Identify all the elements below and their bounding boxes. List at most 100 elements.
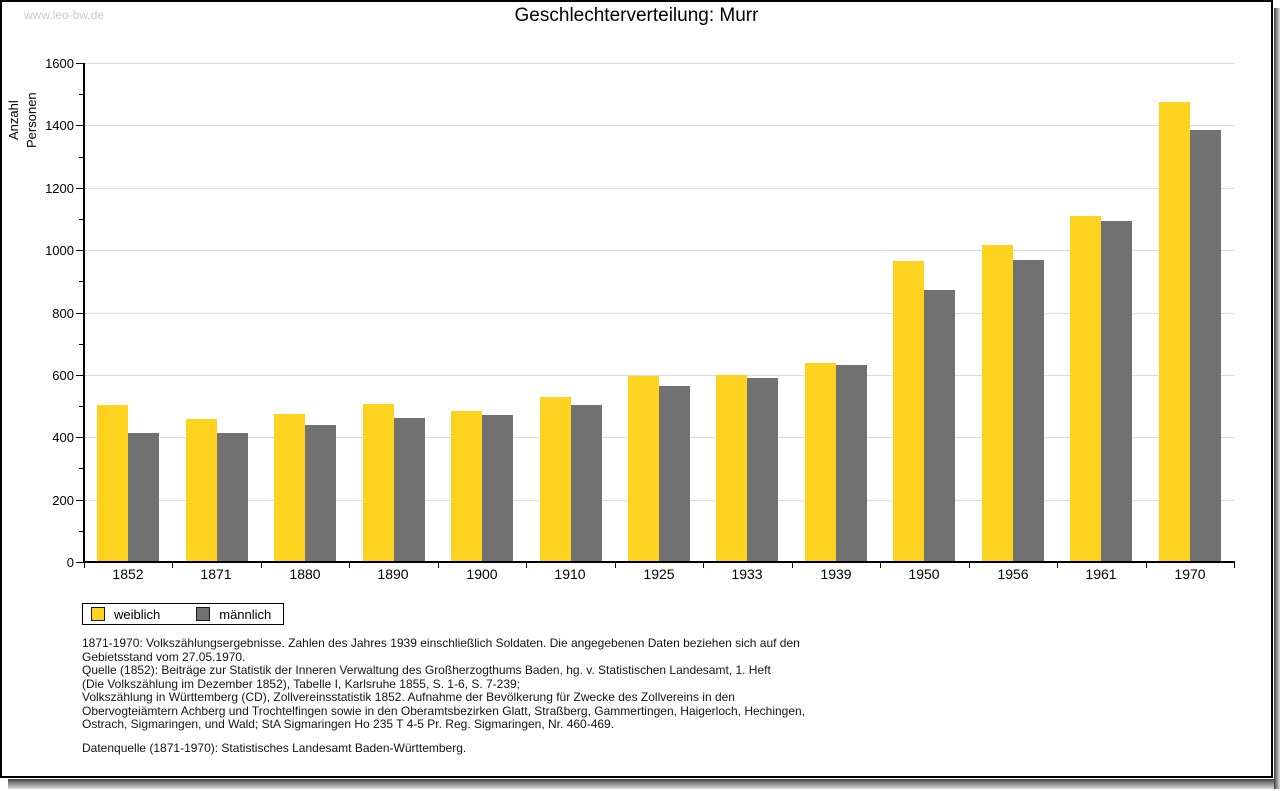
x-tick-label: 1933 <box>731 566 763 582</box>
bar-maennlich-1890 <box>394 418 425 562</box>
bar-maennlich-1925 <box>659 386 690 562</box>
legend-swatch-weiblich-icon <box>91 607 105 621</box>
y-axis-tick <box>79 468 84 469</box>
y-axis-tick <box>79 157 84 158</box>
legend-label-maennlich: männlich <box>219 606 272 622</box>
y-axis-tick <box>79 94 84 95</box>
y-axis-tick <box>79 344 84 345</box>
legend-item-weiblich: weiblich <box>91 607 160 622</box>
y-axis-tick <box>76 250 84 251</box>
x-tick-label: 1910 <box>554 566 586 582</box>
gridline <box>84 125 1234 126</box>
y-axis-tick <box>76 125 84 126</box>
y-tick-label: 1400 <box>45 118 74 133</box>
y-tick-label: 1600 <box>45 56 74 71</box>
x-tick-label: 1871 <box>200 566 232 582</box>
legend: weiblich männlich <box>82 603 285 625</box>
chart-title: Geschlechterverteilung: Murr <box>514 5 759 26</box>
y-axis-tick <box>76 188 84 189</box>
y-tick-label: 1200 <box>45 181 74 196</box>
x-tick-label: 1852 <box>112 566 144 582</box>
x-tick-label: 1900 <box>466 566 498 582</box>
x-tick-label: 1880 <box>289 566 321 582</box>
gridline <box>84 188 1234 189</box>
bar-maennlich-1933 <box>747 378 778 562</box>
x-axis-tick <box>792 562 793 568</box>
bar-maennlich-1956 <box>1013 260 1044 562</box>
bar-maennlich-1961 <box>1101 221 1132 562</box>
footnote-line: Obervogteiämtern Achberg und Trochtelfin… <box>82 703 806 718</box>
plot-area: 0 200 400 600 800 1000 1200 1400 1600 1852 1871 188… <box>2 2 1271 776</box>
y-axis-line <box>83 63 85 563</box>
x-axis-tick <box>261 562 262 568</box>
y-tick-label: 400 <box>52 430 74 445</box>
x-axis-tick <box>172 562 173 568</box>
watermark-text: www.leo-bw.de <box>24 8 105 22</box>
x-axis-tick <box>84 562 85 568</box>
footnote-line: 1871-1970: Volkszählungsergebnisse. Zahl… <box>82 636 800 650</box>
y-axis-tick <box>79 531 84 532</box>
gridline <box>84 63 1234 64</box>
x-axis-tick <box>1234 562 1235 568</box>
bar-maennlich-1880 <box>305 425 336 562</box>
chart-frame: www.leo-bw.de Geschlechterverteilung: Mu… <box>0 0 1273 778</box>
x-tick-label: 1970 <box>1174 566 1206 582</box>
footnote-line: Quelle (1852): Beiträge zur Statistik de… <box>82 663 771 677</box>
x-tick-label: 1956 <box>997 566 1029 582</box>
y-axis-tick <box>79 406 84 407</box>
y-axis-tick <box>79 281 84 282</box>
bar-weiblich-1890 <box>363 404 394 562</box>
footnotes-block: 1871-1970: Volkszählungsergebnisse. Zahl… <box>82 636 806 755</box>
bar-maennlich-1900 <box>482 415 513 562</box>
x-axis-tick <box>880 562 881 568</box>
y-axis-tick <box>76 562 84 563</box>
bar-maennlich-1910 <box>571 405 602 562</box>
bar-maennlich-1939 <box>836 365 867 562</box>
x-axis-tick <box>438 562 439 568</box>
bar-weiblich-1950 <box>893 261 924 562</box>
legend-swatch-maennlich-icon <box>196 607 211 621</box>
x-axis-tick <box>615 562 616 568</box>
bar-weiblich-1852 <box>97 405 128 562</box>
bar-weiblich-1925 <box>628 376 659 562</box>
gridline <box>84 250 1234 251</box>
bar-weiblich-1956 <box>982 245 1013 562</box>
footnote-line: Ostrach, Sigmaringen, und Wald; StA Sigm… <box>82 717 615 731</box>
legend-item-maennlich: männlich <box>196 607 271 622</box>
x-axis-tick <box>349 562 350 568</box>
y-tick-label: 200 <box>52 493 74 508</box>
x-axis-tick <box>1057 562 1058 568</box>
x-tick-label: 1939 <box>820 566 852 582</box>
footnote-line: (Die Volkszählung im Dezember 1852), Tab… <box>82 676 521 691</box>
y-tick-label: 600 <box>52 368 74 383</box>
bar-weiblich-1900 <box>451 411 482 562</box>
bar-weiblich-1939 <box>805 363 836 562</box>
bar-maennlich-1970 <box>1190 130 1221 562</box>
bar-weiblich-1871 <box>186 419 217 562</box>
y-axis-tick <box>76 63 84 64</box>
gridline <box>84 375 1234 376</box>
x-axis-tick <box>1146 562 1147 568</box>
bar-maennlich-1852 <box>128 433 159 562</box>
y-tick-label: 800 <box>52 306 74 321</box>
x-axis-tick <box>969 562 970 568</box>
drop-shadow-right <box>1274 8 1280 789</box>
footnote-line: Volkszählung in Württemberg (CD), Zollve… <box>82 690 735 704</box>
gridline <box>84 313 1234 314</box>
footnote-line: Gebietsstand vom 27.05.1970. <box>82 649 246 664</box>
y-tick-label: 0 <box>66 555 74 570</box>
y-axis-tick <box>79 219 84 220</box>
bar-weiblich-1961 <box>1070 216 1101 562</box>
x-tick-label: 1890 <box>377 566 409 582</box>
y-axis-tick <box>76 313 84 314</box>
legend-label-weiblich: weiblich <box>114 606 161 622</box>
x-tick-label: 1961 <box>1085 566 1117 582</box>
x-axis-tick <box>526 562 527 568</box>
x-axis-line <box>83 561 1235 563</box>
bar-weiblich-1970 <box>1159 102 1190 562</box>
y-tick-label: 1000 <box>45 243 74 258</box>
bar-weiblich-1910 <box>540 397 571 562</box>
x-tick-label: 1925 <box>643 566 675 582</box>
bar-maennlich-1950 <box>924 290 955 562</box>
